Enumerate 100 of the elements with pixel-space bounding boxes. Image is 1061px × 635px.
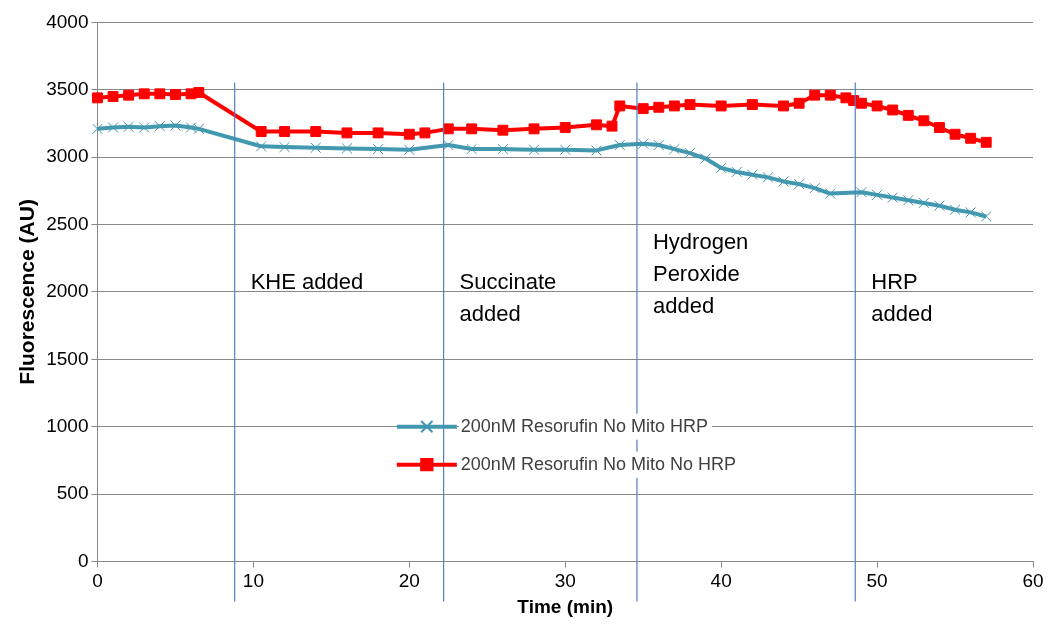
x-tick-label: 60 xyxy=(1022,570,1044,592)
y-tick-label: 1500 xyxy=(46,347,89,369)
point xyxy=(793,97,805,109)
point xyxy=(653,101,665,113)
point xyxy=(403,128,415,140)
point xyxy=(497,143,509,155)
point xyxy=(310,126,322,137)
point xyxy=(123,121,135,133)
ref-line-label: HRP added xyxy=(871,268,933,326)
point xyxy=(497,124,509,136)
point xyxy=(824,89,836,101)
point xyxy=(965,206,977,218)
point xyxy=(310,142,322,154)
x-tick-label: 20 xyxy=(398,570,420,592)
point xyxy=(809,89,821,101)
point xyxy=(255,140,267,152)
point xyxy=(746,169,758,181)
point xyxy=(169,89,181,100)
point xyxy=(528,123,540,135)
point xyxy=(715,162,727,174)
point xyxy=(871,189,883,201)
point xyxy=(466,143,478,155)
point xyxy=(138,122,150,133)
point xyxy=(403,144,415,156)
y-tick-label: 4000 xyxy=(46,10,89,32)
point xyxy=(255,126,267,137)
point xyxy=(918,115,930,127)
point xyxy=(279,141,291,153)
point xyxy=(934,200,945,212)
point xyxy=(856,97,867,109)
point xyxy=(559,122,571,133)
point xyxy=(559,144,571,156)
y-tick-label: 1000 xyxy=(46,414,89,436)
y-tick-label: 2500 xyxy=(46,212,89,234)
point xyxy=(372,143,384,155)
x-tick-label: 40 xyxy=(710,570,732,592)
x-tick-label: 10 xyxy=(242,570,264,592)
point xyxy=(715,100,727,112)
y-tick-label: 0 xyxy=(77,549,89,571)
point xyxy=(746,99,758,111)
point xyxy=(185,122,197,133)
point xyxy=(637,103,649,115)
point xyxy=(887,192,899,204)
point xyxy=(154,88,166,100)
point xyxy=(193,87,205,98)
point xyxy=(824,188,836,199)
point xyxy=(341,142,353,154)
point xyxy=(138,88,150,100)
point xyxy=(949,128,961,140)
point xyxy=(169,120,181,131)
point xyxy=(668,100,680,112)
point xyxy=(107,122,119,133)
x-axis-title: Time (min) xyxy=(517,595,614,617)
point xyxy=(123,89,135,101)
y-tick-label: 2000 xyxy=(46,280,89,302)
point xyxy=(731,166,743,178)
x-tick-label: 30 xyxy=(554,570,576,592)
point xyxy=(902,194,914,206)
point xyxy=(92,123,103,135)
point xyxy=(590,119,602,131)
x-tick-label: 0 xyxy=(92,570,103,592)
point xyxy=(934,122,945,133)
point xyxy=(684,99,696,111)
point xyxy=(528,144,540,156)
point xyxy=(606,120,618,132)
point xyxy=(279,126,291,137)
point xyxy=(341,127,353,139)
point xyxy=(980,136,992,148)
point xyxy=(902,109,914,121)
point xyxy=(614,100,626,112)
point xyxy=(700,153,712,164)
y-axis-title: Fluorescence (AU) xyxy=(15,199,39,385)
ref-line-label: Succinate added xyxy=(459,268,557,326)
point xyxy=(372,127,384,139)
point xyxy=(668,143,680,155)
y-tick-label: 3000 xyxy=(46,145,89,167)
point xyxy=(965,132,977,144)
legend-label: 200nM Resorufin No Mito No HRP xyxy=(460,453,736,474)
point xyxy=(653,139,665,151)
point xyxy=(637,138,649,150)
point xyxy=(809,182,821,194)
point xyxy=(778,175,789,187)
point xyxy=(419,127,431,139)
point xyxy=(980,210,992,222)
point xyxy=(154,120,166,132)
legend-label: 200nM Resorufin No Mito HRP xyxy=(460,415,708,436)
point xyxy=(684,147,696,159)
point xyxy=(856,186,867,198)
point xyxy=(466,123,478,135)
point xyxy=(614,139,626,151)
point xyxy=(590,144,602,156)
point xyxy=(887,104,899,116)
point xyxy=(762,171,774,183)
point xyxy=(793,178,805,190)
point xyxy=(871,100,883,112)
point xyxy=(918,197,930,209)
point xyxy=(949,204,961,216)
y-tick-label: 500 xyxy=(56,482,89,504)
point xyxy=(107,91,119,102)
ref-line-label: Hydrogen Peroxide added xyxy=(652,228,749,318)
